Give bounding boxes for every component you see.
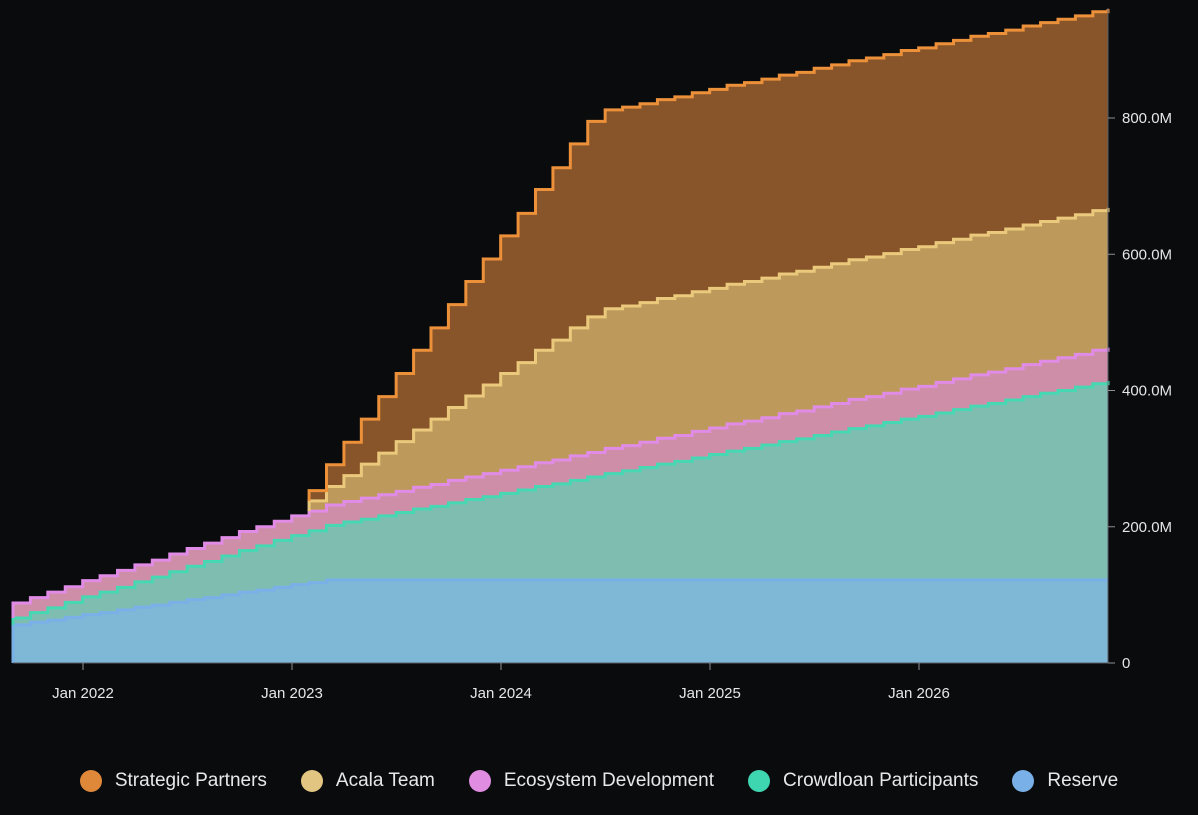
legend-item-strategic-partners[interactable]: Strategic Partners bbox=[79, 770, 267, 792]
x-tick-label: Jan 2025 bbox=[679, 685, 741, 702]
legend-label: Ecosystem Development bbox=[503, 770, 715, 791]
y-tick-label: 200.0M bbox=[1122, 519, 1172, 536]
legend-dot-icon bbox=[468, 770, 491, 792]
legend-item-acala-team[interactable]: Acala Team bbox=[300, 770, 435, 792]
legend-item-reserve[interactable]: Reserve bbox=[1012, 770, 1118, 792]
legend-item-ecosystem-development[interactable]: Ecosystem Development bbox=[468, 770, 715, 792]
legend-dot-icon bbox=[300, 770, 323, 792]
line-reserve bbox=[11, 578, 1108, 663]
line-ecosystem-development bbox=[11, 347, 1110, 619]
legend-dot-icon bbox=[748, 770, 771, 792]
line-strategic-partners bbox=[307, 9, 1110, 501]
area-acala-team bbox=[13, 207, 1108, 604]
legend-label: Crowdloan Participants bbox=[783, 770, 979, 791]
series-areas bbox=[13, 9, 1108, 663]
y-tick-label: 800.0M bbox=[1122, 110, 1172, 127]
area-strategic-partners bbox=[13, 9, 1108, 604]
line-crowdloan-participants bbox=[11, 380, 1110, 625]
legend-label: Reserve bbox=[1047, 770, 1119, 791]
series-lines bbox=[11, 9, 1110, 663]
x-tick-label: Jan 2024 bbox=[470, 685, 532, 702]
legend: Strategic Partners Acala Team Ecosystem … bbox=[0, 770, 1198, 792]
x-axis-ticks: Jan 2022 Jan 2023 Jan 2024 Jan 2025 Jan … bbox=[52, 663, 950, 702]
y-tick-label: 600.0M bbox=[1122, 246, 1172, 263]
y-tick-label: 400.0M bbox=[1122, 383, 1172, 400]
y-axis-ticks: 0 200.0M 400.0M 600.0M 800.0M bbox=[1108, 110, 1172, 672]
legend-label: Acala Team bbox=[335, 770, 435, 791]
legend-dot-icon bbox=[1012, 770, 1035, 792]
line-acala-team bbox=[307, 207, 1110, 512]
area-reserve bbox=[13, 579, 1108, 663]
x-tick-label: Jan 2026 bbox=[888, 685, 950, 702]
x-tick-label: Jan 2023 bbox=[261, 685, 323, 702]
stacked-area-chart: Jan 2022 Jan 2023 Jan 2024 Jan 2025 Jan … bbox=[11, 8, 1172, 702]
x-tick-label: Jan 2022 bbox=[52, 685, 114, 702]
legend-item-crowdloan-participants[interactable]: Crowdloan Participants bbox=[748, 770, 978, 792]
y-tick-label: 0 bbox=[1122, 655, 1130, 672]
legend-dot-icon bbox=[79, 770, 102, 792]
area-crowdloan-participants bbox=[13, 380, 1108, 625]
legend-label: Strategic Partners bbox=[114, 770, 267, 791]
